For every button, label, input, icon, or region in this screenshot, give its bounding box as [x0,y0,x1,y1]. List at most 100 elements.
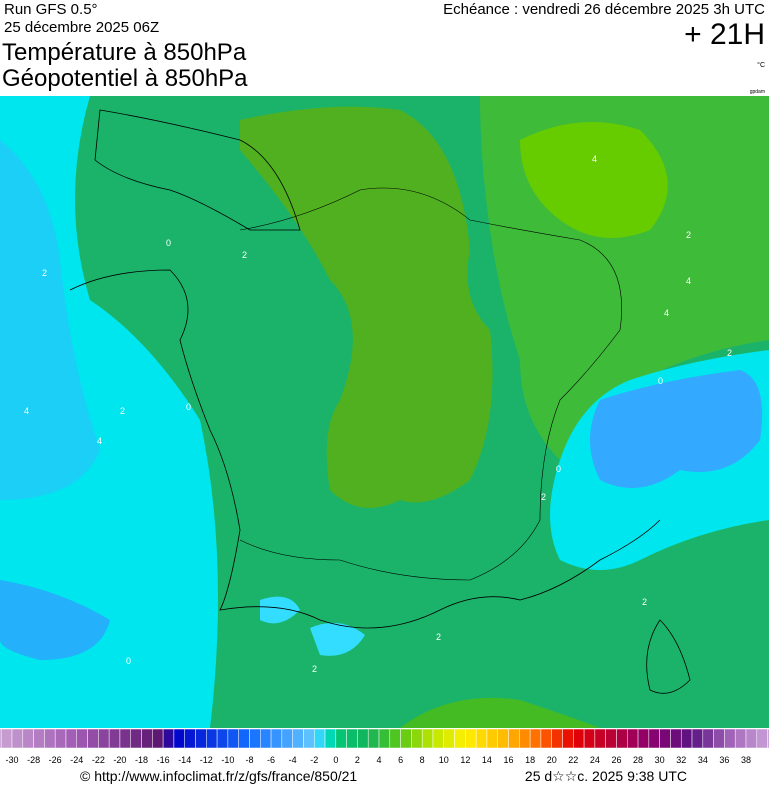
color-swatch [206,728,218,749]
contour-label: 0 [186,402,191,412]
color-swatch [33,728,45,749]
color-swatch [497,728,509,749]
color-swatch [659,728,671,749]
color-swatch [292,728,304,749]
scale-tick-label: 22 [568,755,578,765]
subtitle: Géopotentiel à 850hPa [2,65,248,92]
field-warm-area [400,697,600,728]
color-swatch [98,728,110,749]
scale-tick-label: -20 [113,755,126,765]
contour-label: 4 [686,276,691,286]
color-swatch [562,728,574,749]
color-swatch [152,728,164,749]
color-swatch [454,728,466,749]
coastline [94,109,301,231]
coastline [69,269,661,629]
scale-tick-label: 38 [741,755,751,765]
color-swatch [76,728,88,749]
scale-tick-label: -12 [200,755,213,765]
scale-tick-label: 34 [698,755,708,765]
color-swatch [573,728,585,749]
scale-tick-label: 0 [333,755,338,765]
color-swatch [529,728,542,749]
color-swatch [389,728,401,749]
contour-label: 0 [126,656,131,666]
scale-tick-label: 8 [420,755,425,765]
border [239,187,622,581]
scale-tick-label: -22 [92,755,105,765]
color-swatch [22,728,34,749]
scale-tick-label: 36 [719,755,729,765]
color-swatch [745,728,758,749]
color-swatch [281,728,293,749]
contour-label: 2 [120,406,125,416]
color-swatch [313,728,326,749]
contour-labels: 2 4 0 2 4 2 0 4 2 4 4 2 0 0 2 2 2 0 2 [24,154,732,674]
field-cold-patch [260,596,300,624]
color-swatch [411,728,423,749]
color-swatch [756,728,768,749]
scale-tick-label: -30 [5,755,18,765]
field-warm-area [240,106,493,509]
color-swatch [540,728,552,749]
color-swatch [11,728,24,749]
scale-tick-label: -24 [70,755,83,765]
unit: °C [757,61,765,69]
scale-tick-label: 30 [655,755,665,765]
color-swatch [400,728,412,749]
color-swatch [249,728,261,749]
color-swatch [713,728,725,749]
contour-label: 2 [436,632,441,642]
color-swatch [357,728,369,749]
color-swatch [162,728,175,749]
scale-tick-label: -26 [49,755,62,765]
contour-label: 2 [642,597,647,607]
title: Température à 850hPa [2,39,247,66]
color-swatch [260,728,272,749]
scale-tick-label: 28 [633,755,643,765]
contour-label: 2 [686,230,691,240]
color-swatch [303,728,315,749]
contour-label: 2 [541,492,546,502]
field-warm-core [520,122,668,238]
color-swatch [335,728,347,749]
color-swatch [648,728,660,749]
scale-tick-label: 6 [398,755,403,765]
scale-tick-label: -18 [135,755,148,765]
color-swatch [238,728,250,749]
scale-tick-label: 4 [376,755,381,765]
scale-tick-label: -14 [178,755,191,765]
scale-tick-label: 10 [439,755,449,765]
color-swatch [324,728,337,749]
color-swatch [605,728,617,749]
color-swatch [691,728,704,749]
scale-tick-label: -28 [27,755,40,765]
contour-label: 2 [727,348,732,358]
contour-label: 4 [664,308,669,318]
scale-tick-label: -16 [157,755,170,765]
color-swatch [637,728,650,749]
field-alps-colder [590,370,763,488]
color-swatch [767,728,769,749]
color-swatch [475,728,488,749]
run-date: 25 décembre 2025 06Z [4,19,159,36]
color-swatch [670,728,682,749]
color-swatch [367,728,380,749]
source-tag: gpdam [750,89,765,95]
color-swatch [108,728,121,749]
color-swatch [616,728,628,749]
color-swatch [432,728,445,749]
scale-tick-label: 16 [504,755,514,765]
color-swatch [421,728,434,749]
scale-tick-label: -6 [267,755,275,765]
contour-label: 2 [312,664,317,674]
color-swatch [465,728,477,749]
color-swatch [724,728,736,749]
scale-tick-label: 14 [482,755,492,765]
color-swatch [227,728,239,749]
color-swatch [508,728,520,749]
color-swatch [486,728,498,749]
scale-tick-label: 32 [676,755,686,765]
color-swatch [184,728,196,749]
